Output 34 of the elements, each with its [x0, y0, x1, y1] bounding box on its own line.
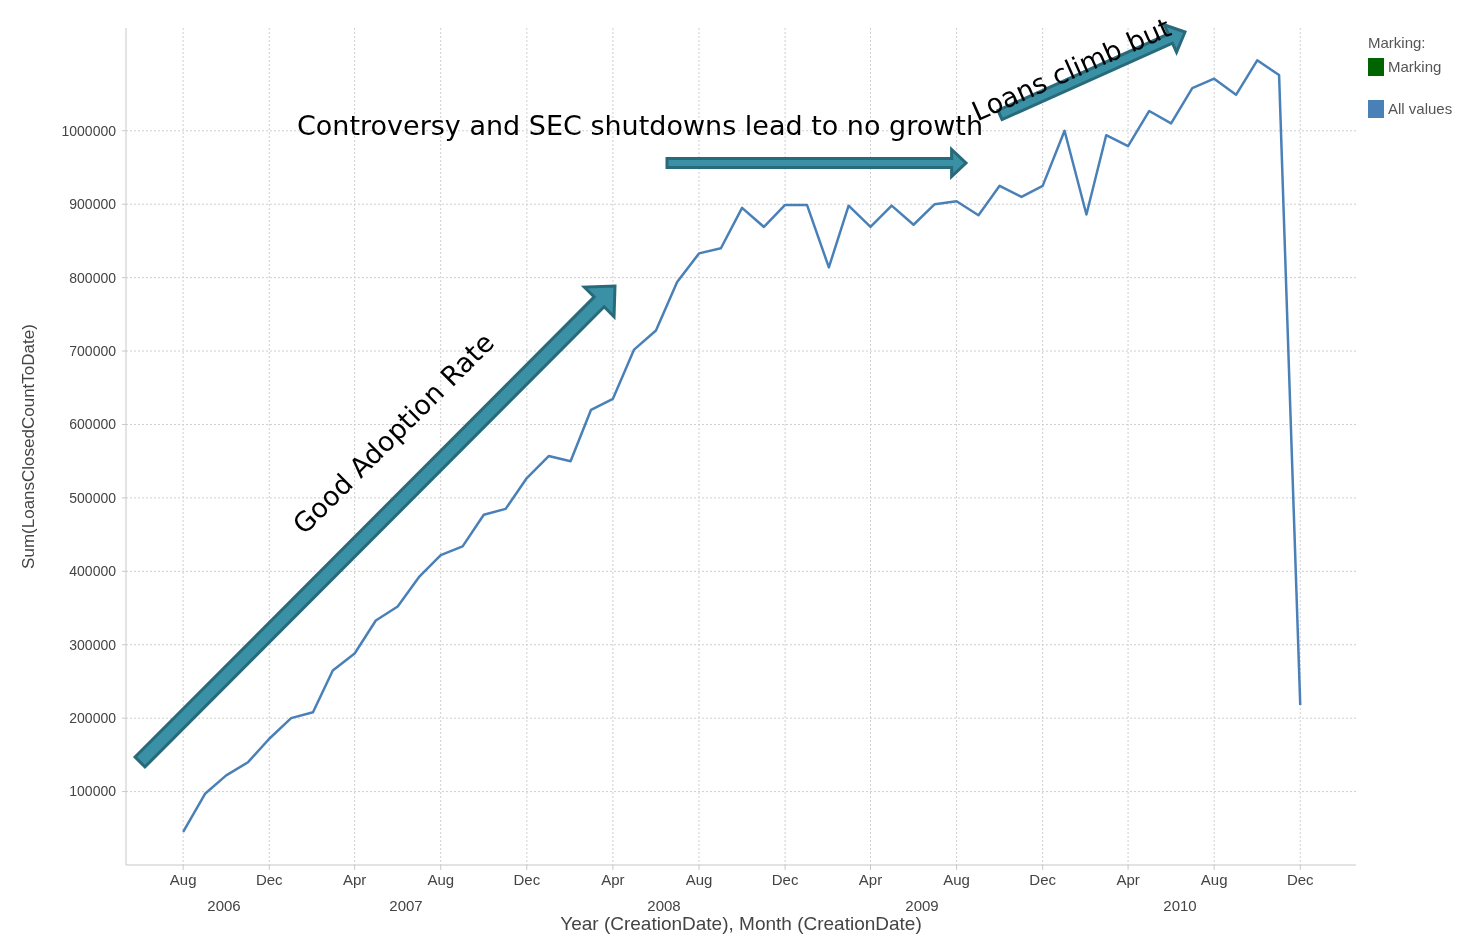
y-axis-title: Sum(LoansClosedCountToDate) [19, 324, 38, 569]
x-tick-label: Dec [513, 871, 541, 888]
y-tick-label: 400000 [69, 563, 117, 580]
text: 2008 [647, 897, 681, 914]
x-tick-label: Dec [1029, 871, 1057, 888]
y-tick-label: 1000000 [61, 122, 117, 139]
x-tick-label: Apr [1116, 871, 1140, 888]
y-tick-label: 800000 [69, 269, 117, 286]
text: 2010 [1163, 897, 1197, 914]
x-tick-label: Apr [858, 871, 883, 888]
y-tick-label: 700000 [69, 342, 117, 359]
legend-label: Marking [1388, 58, 1442, 75]
x-tick-label: Aug [427, 871, 455, 888]
x-tick-label: Dec [771, 871, 799, 888]
text: 2009 [905, 897, 939, 914]
x-tick-label: Apr [342, 871, 367, 888]
x-tick-label: Dec [255, 871, 284, 888]
x-tick-label: Aug [943, 871, 970, 888]
y-tick-label: 600000 [69, 416, 117, 433]
y-tick-label: 300000 [69, 636, 117, 653]
x-tick-label: Dec [1286, 871, 1315, 888]
y-tick-label: 200000 [69, 710, 117, 727]
x-axis-title: Year (CreationDate), Month (CreationDate) [560, 913, 922, 934]
legend-label: All values [1388, 100, 1453, 117]
y-tick-label: 900000 [69, 196, 117, 213]
x-tick-label: Aug [169, 871, 197, 888]
x-tick-label: Aug [685, 871, 713, 888]
text: 2007 [389, 897, 423, 914]
text: 2006 [207, 897, 241, 914]
x-tick-label: Aug [1200, 871, 1228, 888]
x-tick-label: Apr [601, 871, 625, 888]
y-tick-label: 500000 [69, 489, 117, 506]
legend-title: Marking: [1368, 34, 1426, 51]
y-tick-label: 100000 [69, 783, 117, 800]
